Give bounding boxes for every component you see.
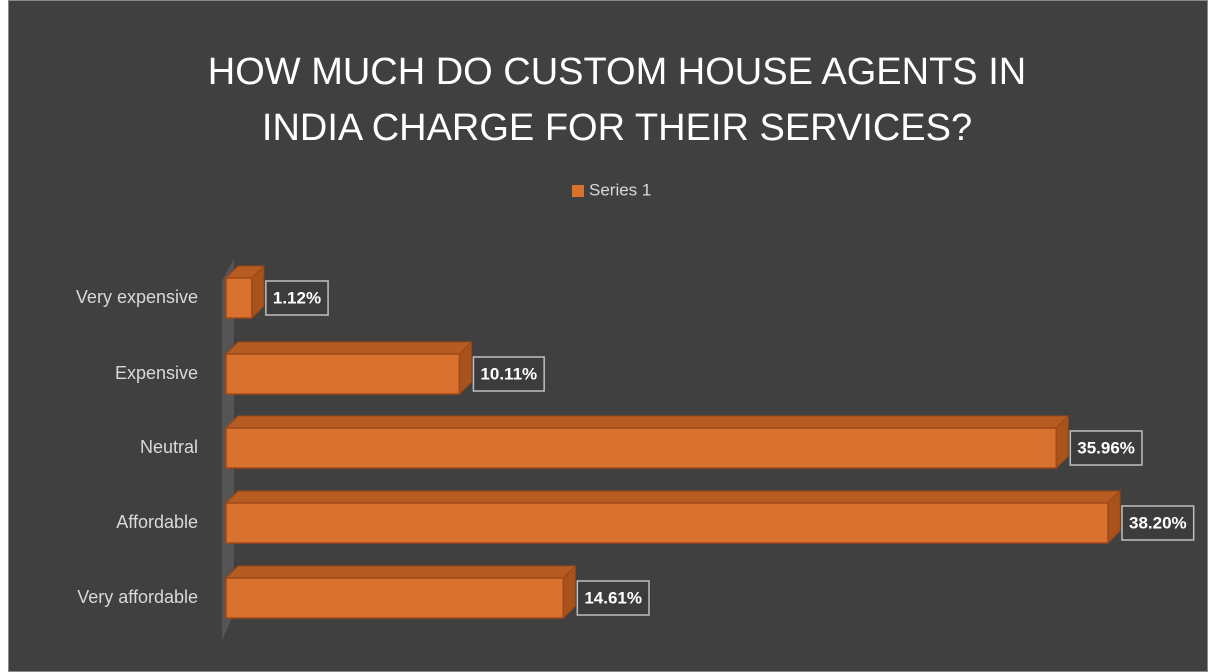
bar-top	[224, 415, 1070, 429]
data-label: 38.20%	[1129, 513, 1187, 532]
legend-label: Series 1	[589, 180, 651, 199]
data-label-box	[576, 580, 650, 616]
bar-top	[224, 565, 577, 579]
chart-area	[8, 0, 1208, 672]
category-label: Expensive	[115, 363, 198, 383]
data-label: 1.12%	[273, 288, 321, 307]
chart-title: HOW MUCH DO CUSTOM HOUSE AGENTS IN INDIA…	[207, 51, 1027, 149]
bar	[225, 277, 253, 319]
data-label-box	[472, 356, 545, 392]
bar	[225, 502, 1109, 544]
data-label-box	[1069, 430, 1143, 466]
bar	[225, 577, 565, 619]
bar	[225, 427, 1058, 469]
data-label-box	[1121, 505, 1195, 541]
bar-top	[224, 341, 473, 355]
data-label: 35.96%	[1077, 438, 1135, 457]
category-label: Neutral	[140, 437, 198, 457]
category-label: Very affordable	[77, 587, 198, 607]
data-label-box	[265, 280, 329, 316]
category-label: Very expensive	[76, 287, 198, 307]
bar	[225, 353, 461, 395]
category-label: Affordable	[116, 512, 198, 532]
data-label: 14.61%	[584, 588, 642, 607]
bar-top	[224, 490, 1122, 504]
legend-swatch	[572, 185, 584, 197]
data-label: 10.11%	[480, 364, 537, 383]
